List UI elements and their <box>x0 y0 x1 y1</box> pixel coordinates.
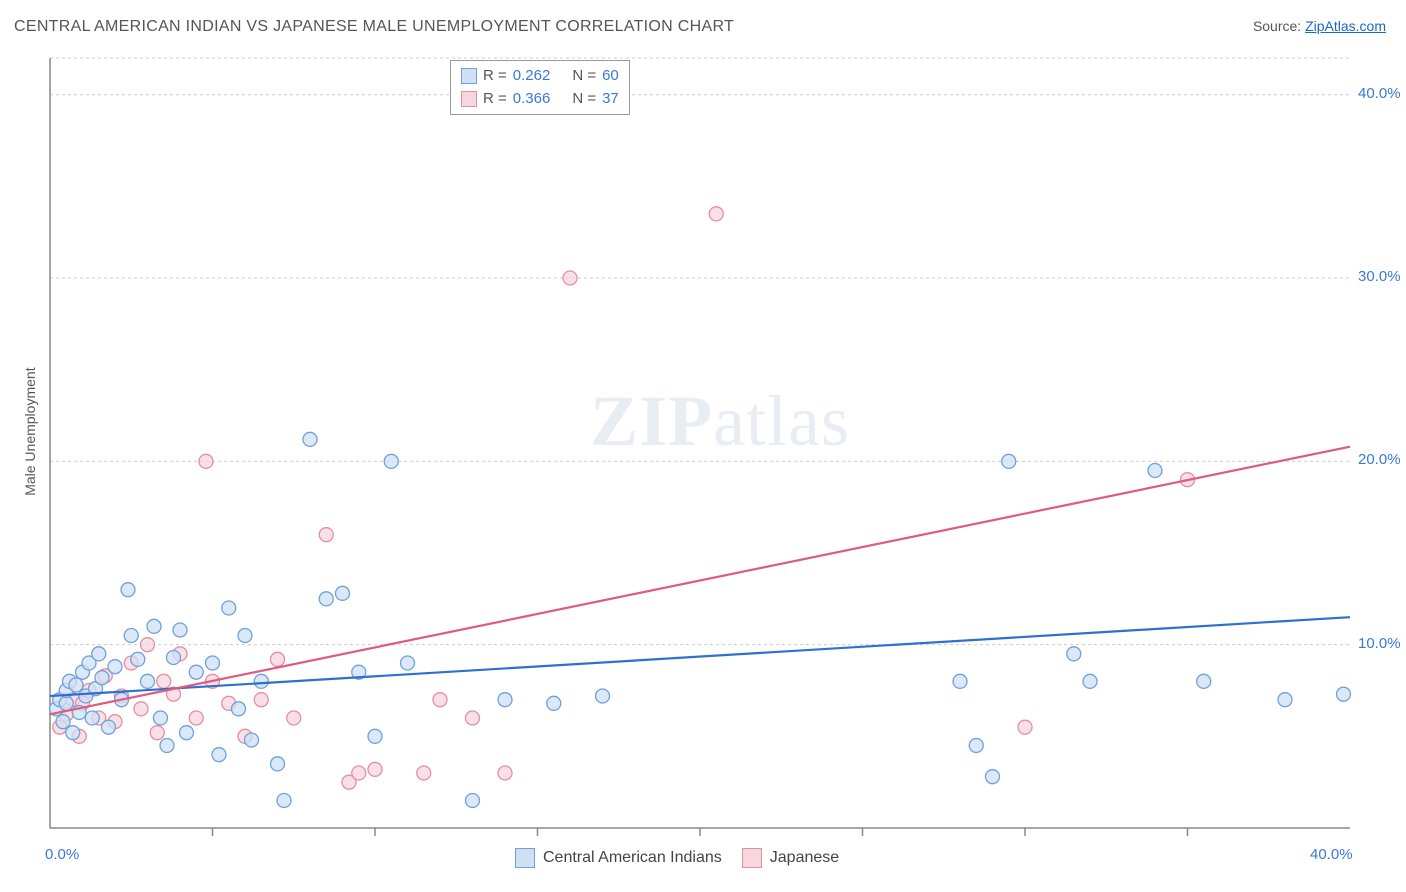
x-min-label: 0.0% <box>45 846 79 863</box>
chart-title: CENTRAL AMERICAN INDIAN VS JAPANESE MALE… <box>14 18 734 36</box>
r-value: 0.366 <box>513 88 551 111</box>
series-label: Central American Indians <box>543 849 722 867</box>
n-value: 37 <box>602 88 619 111</box>
corr-legend-row: R = 0.262 N = 60 <box>461 65 619 88</box>
r-label: R = <box>483 88 507 111</box>
n-label: N = <box>572 88 596 111</box>
y-tick-label: 40.0% <box>1358 85 1401 102</box>
n-value: 60 <box>602 65 619 88</box>
y-tick-label: 10.0% <box>1358 635 1401 652</box>
series-label: Japanese <box>770 849 839 867</box>
legend-swatch <box>742 848 762 868</box>
y-axis-label: Male Unemployment <box>22 367 38 495</box>
x-max-label: 40.0% <box>1310 846 1353 863</box>
legend-swatch <box>461 91 477 107</box>
y-tick-label: 30.0% <box>1358 268 1401 285</box>
source-attribution: Source: ZipAtlas.com <box>1253 18 1386 34</box>
y-tick-label: 20.0% <box>1358 451 1401 468</box>
scatter-plot <box>50 58 1350 828</box>
legend-swatch <box>461 68 477 84</box>
source-link[interactable]: ZipAtlas.com <box>1305 18 1386 34</box>
r-value: 0.262 <box>513 65 551 88</box>
series-legend-item: Central American Indians <box>515 848 722 868</box>
series-legend: Central American Indians Japanese <box>515 848 839 868</box>
legend-swatch <box>515 848 535 868</box>
source-prefix: Source: <box>1253 18 1305 34</box>
series-legend-item: Japanese <box>742 848 839 868</box>
correlation-legend: R = 0.262 N = 60 R = 0.366 N = 37 <box>450 60 630 115</box>
n-label: N = <box>572 65 596 88</box>
r-label: R = <box>483 65 507 88</box>
corr-legend-row: R = 0.366 N = 37 <box>461 88 619 111</box>
